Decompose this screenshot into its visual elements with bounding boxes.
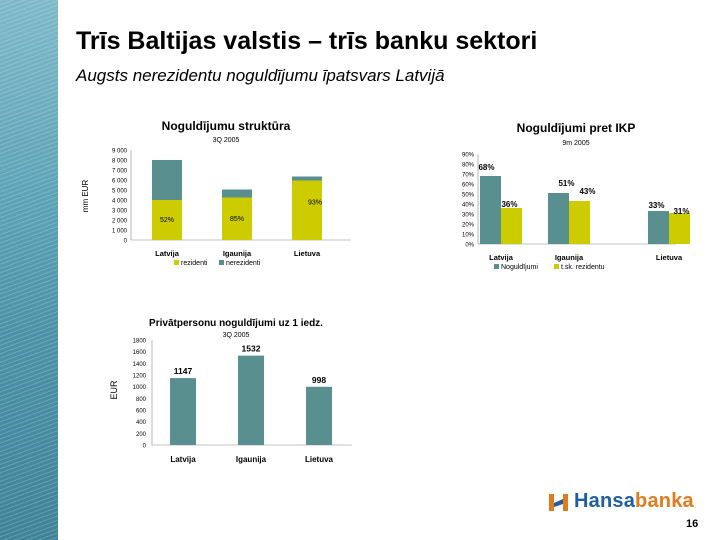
chart3-data-label: 998	[312, 375, 326, 385]
chart3-ytick-label: 1600	[133, 350, 147, 356]
legend-swatch-nerezidenti	[219, 260, 224, 265]
chart3-ytick-label: 200	[136, 432, 147, 438]
chart-deposits-vs-gdp: Noguldījumi pret IKP 9m 2005 0% 10% 20% 30%…	[462, 121, 690, 271]
chart3-ytick-label: 1800	[133, 339, 147, 345]
chart2-bar-residents	[569, 201, 590, 244]
chart1-data-label: 93%	[308, 199, 322, 206]
chart2-bar-deposits	[480, 176, 501, 244]
chart1-category-label: Latvija	[155, 249, 180, 258]
chart3-ylabel: EUR	[109, 380, 119, 400]
chart3-subtitle: 3Q 2005	[223, 332, 250, 339]
legend-label-deposits: Noguldījumi	[501, 264, 538, 271]
chart1-data-label: 85%	[230, 216, 244, 223]
chart2-category-label: Lietuva	[656, 253, 683, 262]
legend-swatch-deposits	[494, 264, 499, 269]
chart2-title: Noguldījumi pret IKP	[517, 121, 636, 135]
chart1-ytick-label: 9 000	[112, 149, 128, 155]
chart1-ytick-label: 7 000	[112, 169, 128, 175]
legend-label-nerezidenti: nerezidenti	[226, 260, 261, 267]
chart2-ytick-label: 10%	[462, 233, 475, 239]
chart2-data-label: 36%	[501, 200, 517, 209]
chart3-category-label: Igaunija	[236, 455, 267, 464]
chart1-bar-nerezidenti	[152, 160, 182, 200]
chart2-data-label: 33%	[648, 201, 664, 210]
chart1-ylabel: mm EUR	[81, 180, 90, 213]
chart1-data-label: 52%	[160, 217, 174, 224]
chart3-ytick-label: 0	[143, 444, 147, 450]
chart1-subtitle: 3Q 2005	[213, 137, 240, 144]
chart1-ytick-label: 3 000	[112, 209, 128, 215]
chart2-data-label: 31%	[673, 207, 689, 216]
chart1-category-label: Lietuva	[294, 249, 321, 258]
chart3-title: Privātpersonu noguldījumi uz 1 iedz.	[149, 318, 323, 329]
chart2-ytick-label: 80%	[462, 163, 475, 169]
chart1-ytick-label: 5 000	[112, 189, 128, 195]
chart-deposit-structure: Noguldījumu struktūra 3Q 2005 mm EUR 0 1 …	[81, 119, 351, 267]
chart3-ytick-label: 600	[136, 409, 147, 415]
chart2-category-label: Latvija	[489, 253, 514, 262]
chart2-data-label: 68%	[478, 163, 494, 172]
chart3-ytick-label: 400	[136, 420, 147, 426]
chart3-data-label: 1147	[174, 366, 193, 376]
chart3-data-label: 1532	[242, 344, 261, 354]
chart1-ytick-label: 1 000	[112, 229, 128, 235]
chart3-ytick-label: 1000	[133, 385, 147, 391]
legend-label-rezidenti: rezidenti	[181, 260, 208, 267]
chart1-bar-nerezidenti	[292, 176, 322, 181]
chart1-title: Noguldījumu struktūra	[162, 119, 291, 133]
chart2-bar-deposits	[548, 193, 569, 244]
chart2-ytick-label: 90%	[462, 153, 475, 159]
chart2-bar-residents	[669, 213, 690, 244]
legend-swatch-rezidenti	[174, 260, 179, 265]
chart2-subtitle: 9m 2005	[562, 140, 589, 147]
chart1-ytick-label: 0	[124, 239, 128, 245]
chart1-bar-rezidenti	[222, 197, 252, 240]
chart3-ytick-label: 1400	[133, 362, 147, 368]
chart2-ytick-label: 70%	[462, 173, 475, 179]
chart1-ytick-label: 2 000	[112, 219, 128, 225]
chart2-data-label: 43%	[579, 187, 595, 196]
water-drops-decoration	[0, 0, 58, 540]
slide-title: Trīs Baltijas valstis – trīs banku sekto…	[76, 27, 538, 55]
chart1-category-label: Igaunija	[223, 249, 252, 258]
chart1-ytick-label: 6 000	[112, 179, 128, 185]
chart3-ytick-label: 1200	[133, 374, 147, 380]
chart3-bar	[238, 355, 264, 445]
chart2-ytick-label: 30%	[462, 213, 475, 219]
chart2-ytick-label: 50%	[462, 193, 475, 199]
chart2-ytick-label: 40%	[462, 203, 475, 209]
chart3-bar	[306, 386, 332, 445]
chart1-bar-rezidenti	[292, 180, 322, 240]
chart1-ytick-label: 8 000	[112, 159, 128, 165]
slide-subtitle: Augsts nerezidentu noguldījumu īpatsvars…	[76, 66, 445, 85]
chart2-ytick-label: 20%	[462, 223, 475, 229]
chart2-data-label: 51%	[558, 179, 574, 188]
hansabanka-logo-icon	[549, 493, 568, 511]
chart2-bar-residents	[501, 208, 522, 244]
hansabanka-logo: Hansabanka	[548, 490, 694, 513]
chart3-bar	[170, 378, 196, 445]
chart2-ytick-label: 0%	[465, 243, 474, 249]
chart1-bar-rezidenti	[152, 200, 182, 240]
chart2-category-label: Igaunija	[555, 253, 584, 262]
chart1-bar-nerezidenti	[222, 189, 252, 198]
chart-private-deposits-per-capita: Privātpersonu noguldījumi uz 1 iedz. 3Q …	[109, 318, 352, 464]
legend-swatch-residents	[554, 264, 559, 269]
chart3-category-label: Latvija	[170, 455, 196, 464]
page-number: 16	[686, 518, 699, 530]
chart2-bar-deposits	[648, 211, 669, 244]
chart3-category-label: Lietuva	[305, 455, 334, 464]
chart1-ytick-label: 4 000	[112, 199, 128, 205]
logo-text: Hansabanka	[574, 490, 694, 512]
chart3-ytick-label: 800	[136, 397, 147, 403]
legend-label-residents: t.sk. rezidentu	[561, 264, 605, 271]
chart2-ytick-label: 60%	[462, 183, 475, 189]
